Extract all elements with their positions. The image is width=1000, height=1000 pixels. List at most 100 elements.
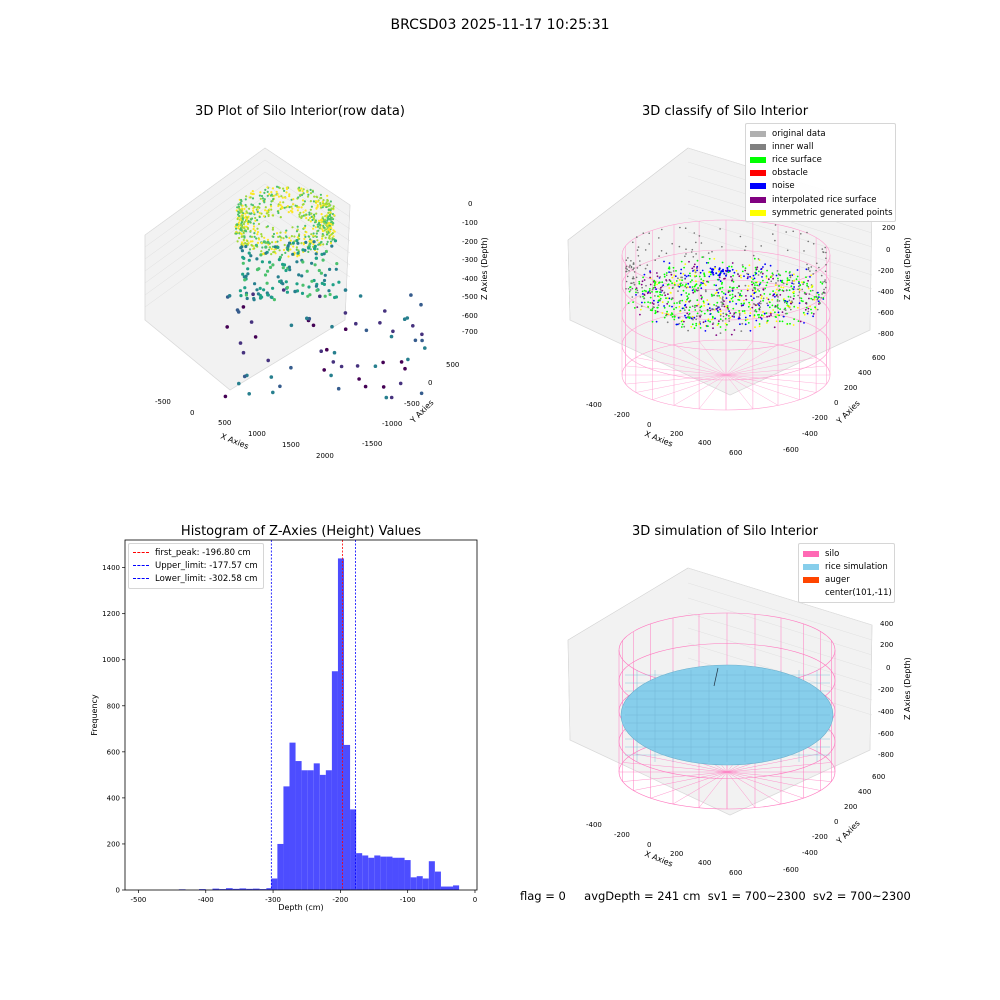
data-point bbox=[648, 232, 650, 234]
data-point bbox=[260, 241, 263, 245]
data-point bbox=[238, 289, 242, 293]
panel4-rice-surface bbox=[620, 664, 834, 766]
data-point bbox=[689, 300, 691, 302]
data-point bbox=[702, 282, 704, 285]
data-point bbox=[635, 291, 637, 294]
data-point bbox=[672, 266, 675, 269]
data-point bbox=[277, 235, 280, 238]
data-point bbox=[627, 288, 630, 290]
data-point bbox=[326, 203, 329, 206]
panel1-3d-scatter: -500 0 500 1000 1500 2000 X Axies 500 0 … bbox=[144, 147, 489, 460]
data-point bbox=[824, 280, 826, 283]
pane-edge bbox=[567, 624, 873, 816]
data-point bbox=[325, 201, 328, 204]
data-point bbox=[297, 187, 300, 190]
data-point bbox=[786, 323, 789, 325]
data-point bbox=[822, 297, 825, 299]
data-point bbox=[730, 265, 733, 268]
data-point bbox=[789, 271, 791, 273]
data-point bbox=[636, 236, 638, 238]
data-point bbox=[717, 274, 720, 277]
legend-item: first_peak: -196.80 cm bbox=[133, 546, 259, 559]
data-point bbox=[653, 279, 656, 282]
data-point bbox=[240, 207, 243, 210]
data-point bbox=[254, 216, 257, 220]
data-point bbox=[800, 233, 802, 235]
tick-label: 600 bbox=[729, 869, 742, 877]
histogram-bar bbox=[344, 744, 351, 890]
data-point bbox=[703, 312, 706, 315]
data-point bbox=[729, 286, 731, 289]
tick-label: -200 bbox=[614, 831, 630, 839]
data-point bbox=[628, 266, 631, 268]
histogram-reference-lines bbox=[270, 540, 356, 890]
histogram-bar bbox=[252, 888, 260, 890]
data-point bbox=[751, 283, 754, 286]
data-point bbox=[319, 204, 322, 208]
data-point bbox=[698, 275, 701, 278]
data-point bbox=[731, 289, 734, 292]
tick-label: -500 bbox=[131, 896, 147, 904]
data-point bbox=[738, 295, 741, 298]
data-point bbox=[256, 219, 259, 222]
panel1-z-ticks: 0 -100 -200 -300 -400 -500 -600 -700 bbox=[462, 200, 478, 336]
data-point bbox=[317, 229, 320, 232]
data-point bbox=[806, 312, 809, 315]
data-point bbox=[280, 236, 283, 239]
data-point bbox=[716, 294, 719, 297]
data-point bbox=[643, 293, 646, 296]
data-point bbox=[312, 243, 315, 246]
data-point bbox=[790, 301, 792, 303]
data-point bbox=[307, 246, 311, 250]
tick-label: -500 bbox=[155, 398, 171, 406]
data-point bbox=[802, 311, 805, 314]
tick-label: 200 bbox=[844, 803, 857, 811]
data-point bbox=[627, 302, 630, 304]
data-point bbox=[239, 294, 243, 298]
data-point bbox=[637, 291, 639, 294]
data-point bbox=[326, 240, 329, 243]
data-point bbox=[673, 284, 676, 286]
data-point bbox=[771, 272, 774, 275]
data-point bbox=[656, 306, 659, 309]
data-point bbox=[284, 231, 287, 234]
data-point bbox=[691, 267, 694, 270]
wire-spoke bbox=[672, 771, 728, 805]
data-point bbox=[301, 260, 305, 264]
histogram-bar bbox=[398, 857, 405, 890]
data-point bbox=[810, 312, 813, 314]
data-point bbox=[704, 284, 707, 287]
data-point bbox=[762, 311, 764, 313]
panel4-legend: silo rice simulation auger center(101,-1… bbox=[798, 543, 895, 603]
data-point bbox=[671, 287, 674, 290]
data-point bbox=[733, 329, 736, 331]
data-point bbox=[625, 288, 627, 290]
grid-line bbox=[144, 159, 266, 248]
data-point bbox=[784, 301, 786, 304]
data-point bbox=[816, 308, 819, 311]
data-point bbox=[749, 275, 751, 278]
data-point bbox=[311, 190, 314, 193]
data-point bbox=[381, 385, 386, 389]
data-point bbox=[637, 255, 640, 257]
data-point bbox=[337, 280, 341, 284]
data-point bbox=[788, 289, 791, 292]
data-point bbox=[643, 279, 646, 281]
data-point bbox=[281, 262, 285, 266]
data-point bbox=[825, 281, 827, 284]
data-point bbox=[750, 295, 752, 297]
data-point bbox=[797, 306, 799, 309]
data-point bbox=[721, 261, 724, 264]
data-point bbox=[309, 200, 312, 203]
data-point bbox=[721, 246, 723, 248]
legend-swatch bbox=[750, 183, 766, 190]
data-point bbox=[721, 301, 724, 304]
data-point bbox=[330, 207, 333, 210]
data-point bbox=[674, 275, 677, 278]
data-point bbox=[779, 294, 782, 296]
data-point bbox=[797, 320, 800, 322]
tick-label: 0 bbox=[886, 664, 890, 672]
tick-label: -200 bbox=[332, 896, 348, 904]
data-point bbox=[722, 292, 725, 295]
data-point bbox=[241, 214, 244, 218]
